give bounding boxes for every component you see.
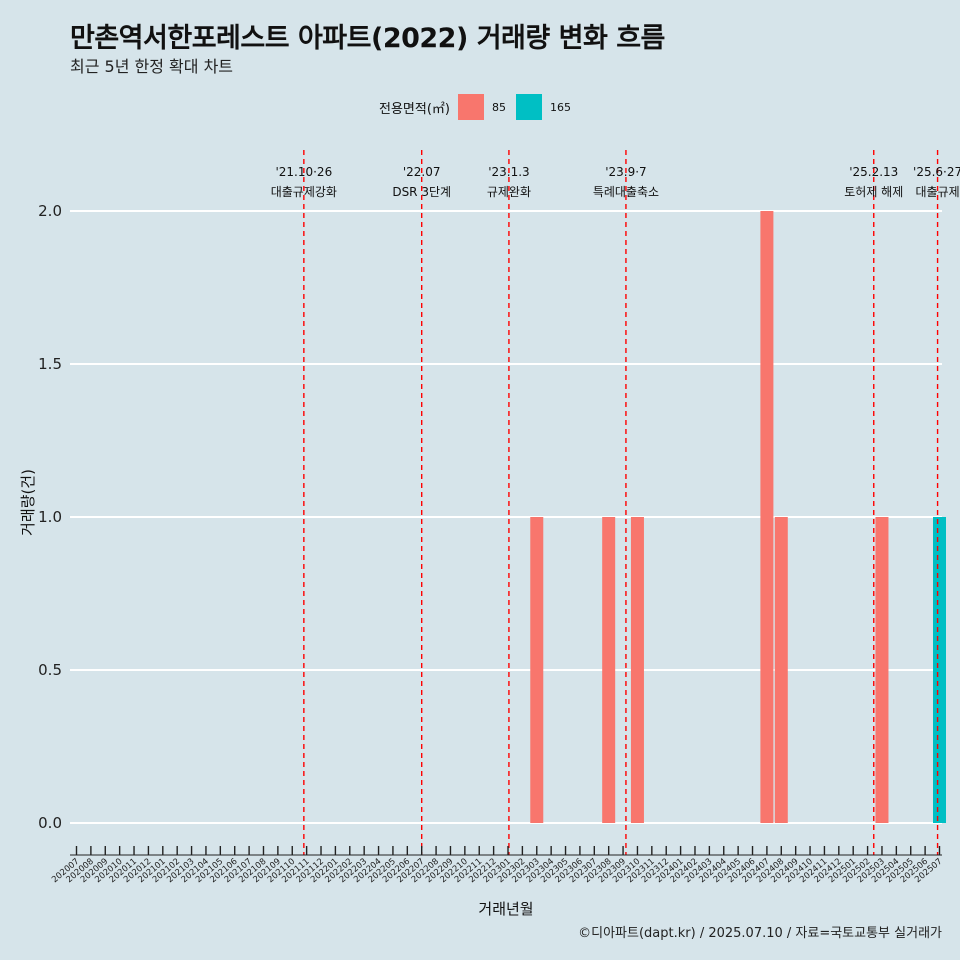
legend-swatch-165 bbox=[515, 94, 542, 120]
y-tick-label: 2.0 bbox=[38, 202, 62, 220]
event-name-label: 토허제 해제 bbox=[844, 185, 903, 199]
event-name-label: 대출규제 bbox=[915, 185, 959, 199]
event-date-label: '25.2.13 bbox=[849, 165, 898, 179]
y-tick-label: 0.5 bbox=[38, 661, 62, 679]
event-date-label: '23.9·7 bbox=[605, 165, 646, 179]
event-date-label: '22.07 bbox=[403, 165, 441, 179]
event-name-label: 규제완화 bbox=[487, 185, 531, 199]
legend: 전용면적(㎡) 85 165 bbox=[0, 94, 960, 120]
bar bbox=[760, 211, 774, 823]
event-date-label: '23.1.3 bbox=[488, 165, 529, 179]
y-axis-title: 거래량(건) bbox=[19, 469, 37, 536]
bar bbox=[875, 517, 889, 823]
event-name-label: 대출규제강화 bbox=[271, 185, 337, 199]
event-date-label: '25.6·27 bbox=[913, 165, 960, 179]
y-tick-label: 1.0 bbox=[38, 508, 62, 526]
event-name-label: DSR 3단계 bbox=[392, 185, 451, 199]
bar bbox=[602, 517, 616, 823]
legend-label-165: 165 bbox=[549, 100, 571, 114]
event-name-label: 특례대출축소 bbox=[593, 185, 659, 199]
legend-label-85: 85 bbox=[491, 100, 506, 114]
chart-title: 만촌역서한포레스트 아파트(2022) 거래량 변화 흐름 bbox=[70, 23, 665, 54]
y-tick-label: 0.0 bbox=[38, 814, 62, 832]
event-date-label: '21.10·26 bbox=[275, 165, 332, 179]
bar bbox=[530, 517, 544, 823]
bar bbox=[774, 517, 788, 823]
source-caption: ©디아파트(dapt.kr) / 2025.07.10 / 자료=국토교통부 실… bbox=[578, 926, 942, 941]
x-axis-title: 거래년월 bbox=[478, 900, 533, 918]
chart-subtitle: 최근 5년 한정 확대 차트 bbox=[70, 57, 234, 76]
legend-title: 전용면적(㎡) bbox=[379, 101, 450, 117]
legend-swatch-85 bbox=[457, 94, 484, 120]
y-tick-label: 1.5 bbox=[38, 355, 62, 373]
bar bbox=[933, 517, 946, 823]
bar bbox=[630, 517, 644, 823]
